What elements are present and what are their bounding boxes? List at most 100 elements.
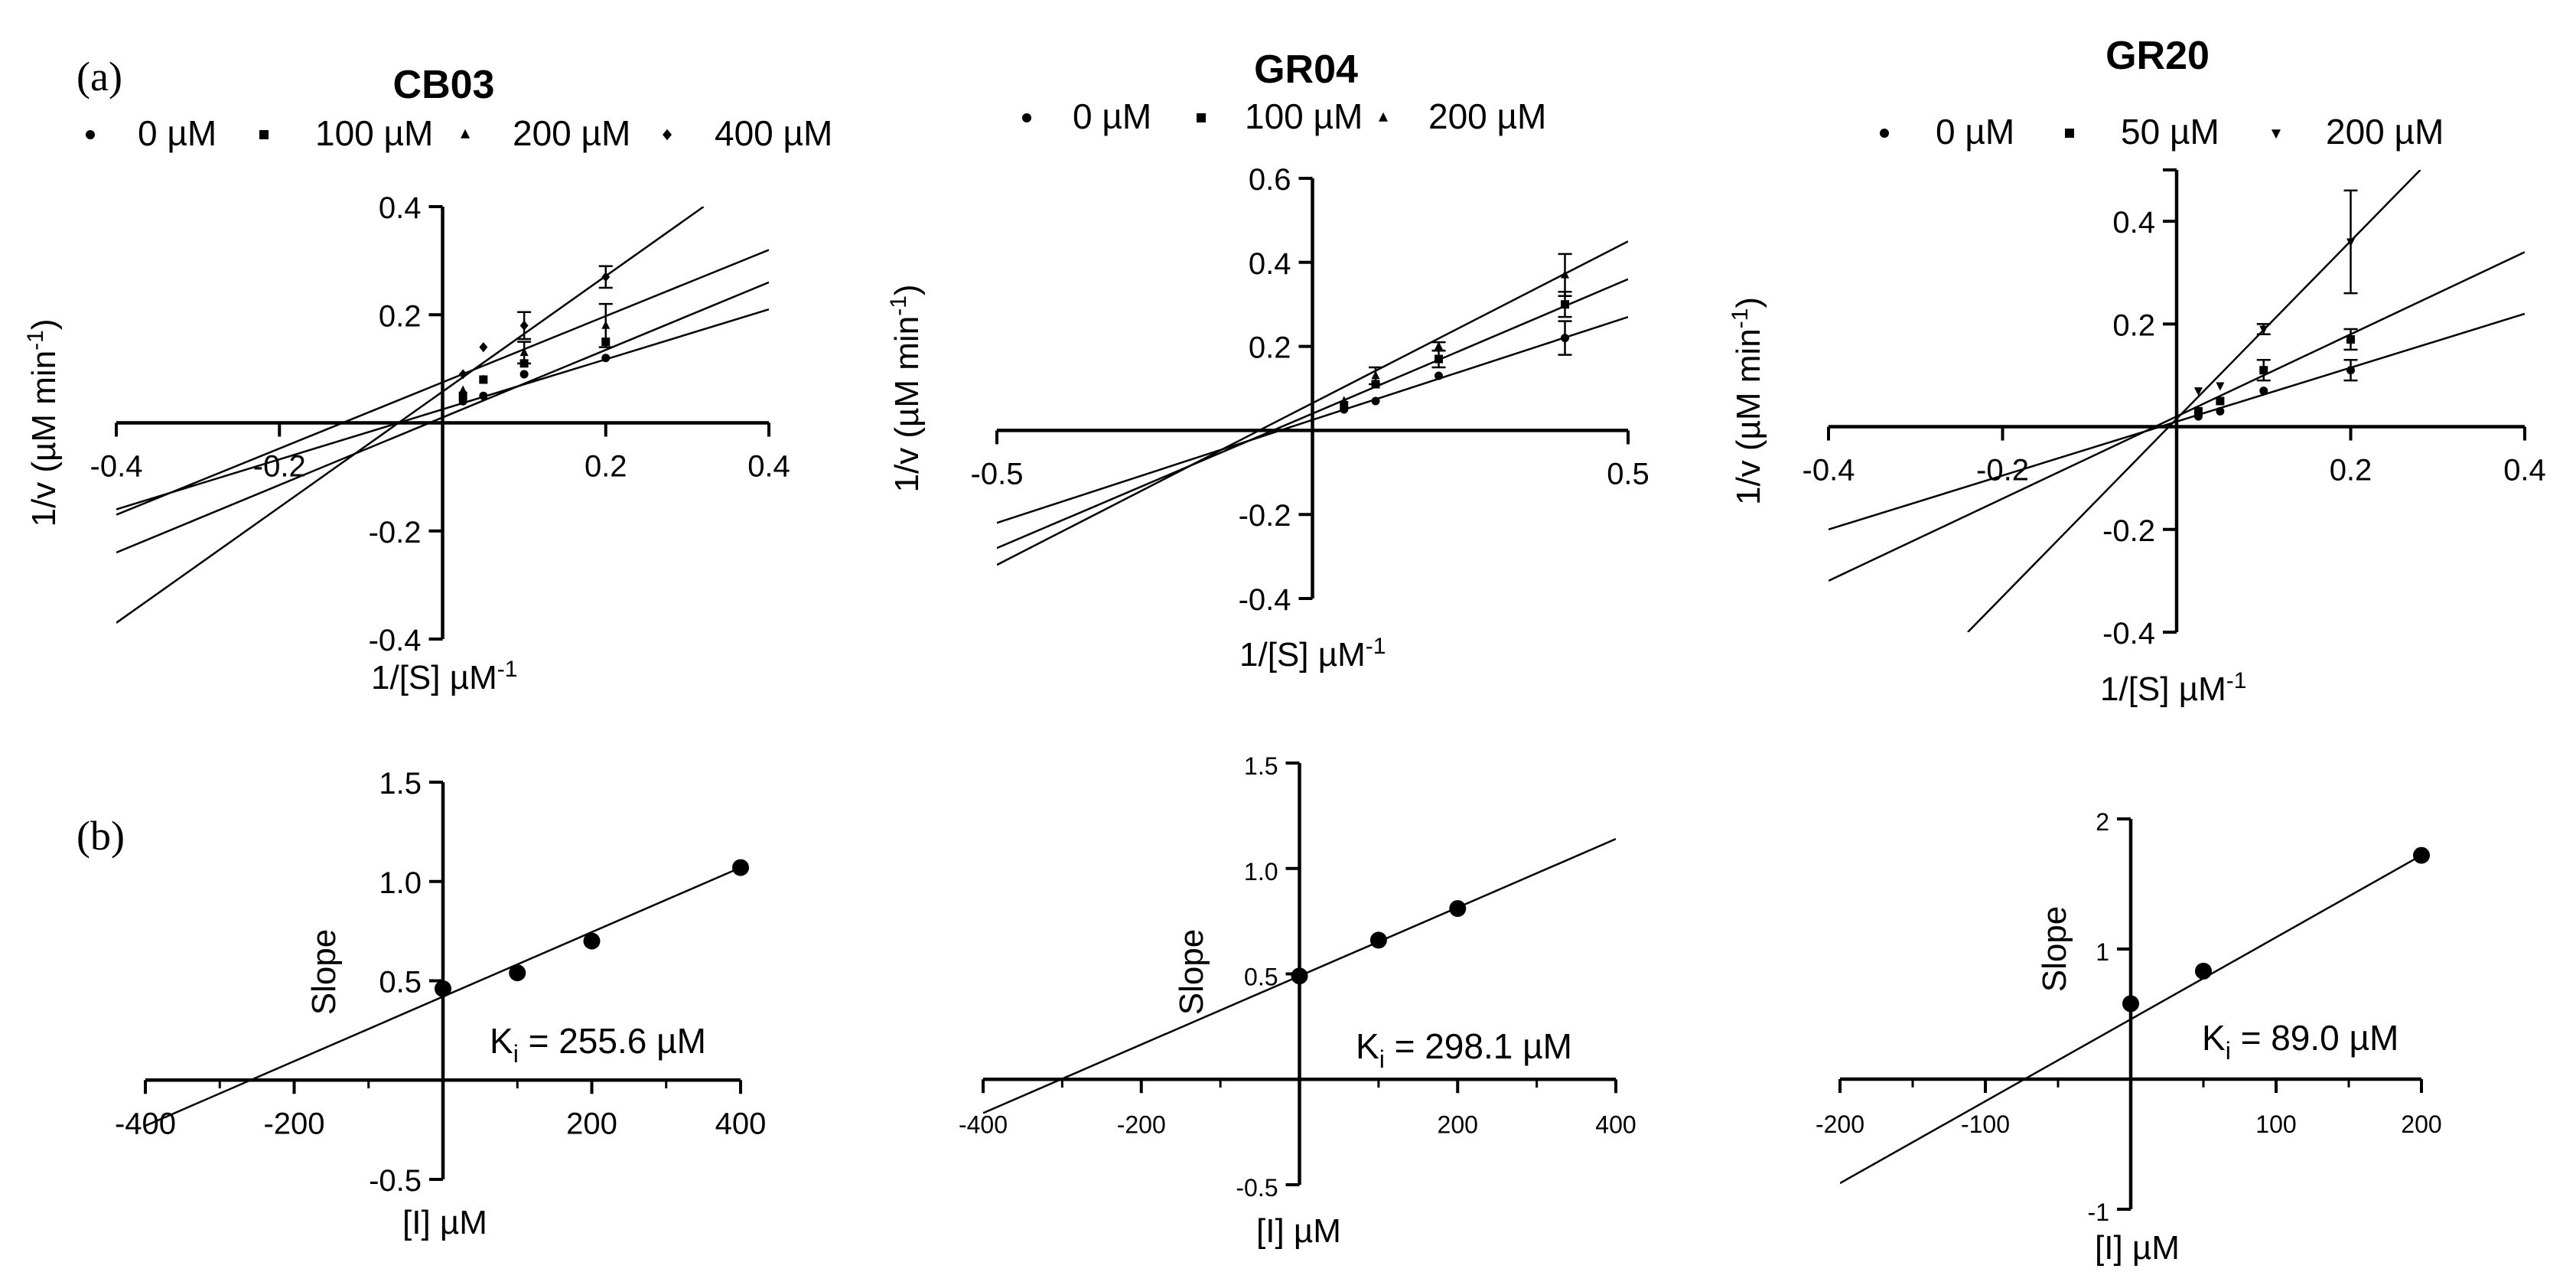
x-axis-label: 1/[S] µM-1 [1239,634,1386,673]
data-point-triangle [1340,396,1349,405]
legend-label: 0 µM [138,113,217,153]
fit-line-2 [1829,251,2525,582]
data-point-circle [601,354,611,363]
y-tick-label: 0.2 [1249,331,1291,365]
x-tick-label: 200 [566,1107,617,1140]
y-tick-label: 0.5 [1244,964,1278,991]
data-point-diamond [519,320,529,331]
legend-marker-circle [86,130,95,139]
data-point-square [2346,334,2355,344]
x-tick-label: -400 [959,1111,1008,1138]
x-axis-label: [I] µM [2095,1229,2180,1267]
data-point-square [1435,354,1443,364]
ki-annotation: Ki = 255.6 µM [490,1021,706,1068]
ki-subscript: i [1379,1045,1385,1073]
legend-label: 0 µM [1073,96,1151,136]
chart-title: GR04 [1254,47,1358,92]
ki-value: = 255.6 µM [519,1021,706,1061]
data-point-triangle [1435,341,1443,350]
y-tick-label: -0.2 [369,516,422,550]
data-point-square [2193,406,2203,416]
x-axis-label: 1/[S] µM-1 [2100,668,2246,708]
x-axis-label-main: 1/[S] µM [371,659,497,696]
data-point-circle [2216,406,2225,416]
x-tick-label: -0.4 [1803,454,1855,488]
legend-marker-square [259,130,269,139]
x-axis-label-sup: -1 [497,657,518,682]
legend-marker-triangle [1379,112,1388,122]
y-tick-label: -0.2 [1239,499,1291,533]
ki-value: = 89.0 µM [2231,1018,2399,1058]
x-tick-label: 200 [1438,1111,1478,1138]
data-point [1369,931,1387,949]
y-tick-label: 0.6 [1249,163,1291,197]
y-tick-label: 0.4 [2112,206,2155,240]
x-tick-label: -200 [1117,1111,1166,1138]
data-point-diamond [458,369,467,380]
x-tick-label: -0.5 [971,457,1024,491]
panel-label-b: (b) [77,813,125,859]
y-axis-label: Slope [2036,906,2073,993]
x-tick-label: 100 [2255,1111,2296,1138]
fit-line-4 [116,207,705,624]
data-point-circle [1561,334,1569,343]
ki-subscript: i [2226,1037,2231,1065]
data-point [583,932,601,950]
fit-line-2 [997,278,1628,550]
data-point [732,859,749,876]
legend-marker-square [1197,113,1206,122]
data-point [1449,900,1467,918]
fit-lines [997,240,1628,566]
fit-lines [1840,854,2421,1185]
chart-gr04_lb: -0.5 0.5 -0.4 -0.2 0.2 0.4 0.6 GR04 0 µM 100 µM 20… [886,47,1649,673]
y-axis-label-sup: -1 [1728,308,1753,329]
legend-label: 200 µM [2326,112,2444,152]
panel-label-a: (a) [77,54,122,99]
fit-line-3 [1967,170,2421,632]
ki-annotation: Ki = 298.1 µM [1356,1026,1572,1073]
fit-line [1840,854,2421,1185]
y-tick-label: 1.0 [1244,858,1278,885]
x-axis-label: [I] µM [402,1204,487,1241]
y-tick-label: 1.0 [379,866,422,900]
chart-title: CB03 [393,63,495,107]
data-point-circle [1435,371,1443,380]
data-point [2122,995,2139,1013]
x-tick-label: -200 [1816,1111,1864,1138]
legend-label: 100 µM [1245,96,1363,136]
data-point-square [2259,366,2268,375]
x-tick-label: 200 [2401,1111,2441,1138]
x-tick-label: -100 [1961,1111,2010,1138]
fit-lines [1829,170,2525,632]
y-axis-label: 1/v (µM min-1) [23,318,63,527]
ki-subscript: i [513,1040,519,1068]
fit-line-1 [116,308,769,510]
x-axis-label: 1/[S] µM-1 [371,657,517,696]
data-point-triangle-down [2193,387,2203,396]
y-axis-label-main: 1/v (µM min [1730,328,1767,505]
y-axis-label-main: 1/v (µM min [888,316,926,493]
ki-annotation: Ki = 89.0 µM [2202,1018,2399,1065]
x-axis-label-main: 1/[S] µM [1239,636,1366,673]
fit-line-3 [997,240,1628,566]
legend-label: 100 µM [315,113,433,153]
chart-cb03_slope: -400 -200 200 400 -0.5 0.5 1.0 1.5 Slope [I] µM Ki… [115,767,766,1241]
legend-marker-triangle [461,129,470,139]
data-point-circle [479,391,488,400]
fit-line-1 [997,315,1628,524]
x-axis-label-sup: -1 [1366,634,1386,659]
data-point-circle [2259,386,2268,396]
x-tick-label: 0.4 [747,450,790,484]
legend-marker-diamond [663,129,672,141]
y-axis-label-end: ) [888,284,926,295]
data-point-square [1561,300,1569,309]
data-point-triangle [1371,370,1380,380]
x-axis-label-main: 1/[S] µM [2100,670,2226,708]
y-tick-label: -0.5 [369,1164,422,1198]
y-axis-label-main: 1/v (µM min [25,351,63,527]
x-axis-label-sup: -1 [2226,668,2247,693]
x-tick-label: -200 [263,1107,324,1140]
legend-marker-circle [1880,129,1889,138]
y-tick-label: 0.4 [1249,247,1291,281]
data-point-square [458,391,467,400]
